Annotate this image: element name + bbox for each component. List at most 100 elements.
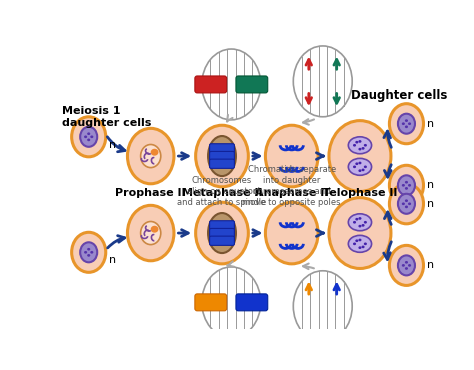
Ellipse shape xyxy=(265,202,318,264)
Ellipse shape xyxy=(405,181,408,184)
Ellipse shape xyxy=(87,132,90,135)
Ellipse shape xyxy=(348,235,372,252)
Ellipse shape xyxy=(329,121,391,191)
Ellipse shape xyxy=(408,264,411,267)
Ellipse shape xyxy=(141,145,161,168)
Ellipse shape xyxy=(348,214,372,231)
Ellipse shape xyxy=(87,138,90,141)
FancyBboxPatch shape xyxy=(210,151,235,161)
Ellipse shape xyxy=(80,127,97,147)
Text: n: n xyxy=(109,255,116,265)
Ellipse shape xyxy=(405,125,408,128)
Ellipse shape xyxy=(356,141,358,144)
Ellipse shape xyxy=(364,242,367,245)
Ellipse shape xyxy=(356,162,358,165)
Ellipse shape xyxy=(87,254,90,257)
Ellipse shape xyxy=(390,245,423,285)
Text: Meiosis 1
daughter cells: Meiosis 1 daughter cells xyxy=(62,106,151,128)
Ellipse shape xyxy=(208,136,236,176)
Ellipse shape xyxy=(405,187,408,190)
Text: Chromosomes
align on equator
and attach to spindle: Chromosomes align on equator and attach … xyxy=(177,176,267,207)
FancyBboxPatch shape xyxy=(210,236,235,245)
Ellipse shape xyxy=(329,198,391,269)
FancyBboxPatch shape xyxy=(195,76,227,93)
Ellipse shape xyxy=(353,242,356,245)
Ellipse shape xyxy=(398,255,415,275)
Ellipse shape xyxy=(408,122,411,125)
Ellipse shape xyxy=(356,218,358,221)
Ellipse shape xyxy=(405,261,408,264)
Text: Anaphase II: Anaphase II xyxy=(255,188,328,198)
Ellipse shape xyxy=(87,248,90,250)
Ellipse shape xyxy=(358,169,362,172)
Ellipse shape xyxy=(402,122,405,125)
FancyBboxPatch shape xyxy=(236,76,268,93)
Ellipse shape xyxy=(151,226,158,233)
Ellipse shape xyxy=(202,267,261,338)
Ellipse shape xyxy=(405,119,408,122)
Ellipse shape xyxy=(358,148,362,151)
Ellipse shape xyxy=(80,242,97,262)
Ellipse shape xyxy=(405,199,408,202)
Ellipse shape xyxy=(362,147,365,150)
Text: n: n xyxy=(427,180,434,190)
Ellipse shape xyxy=(364,165,367,168)
Ellipse shape xyxy=(196,202,248,264)
Ellipse shape xyxy=(353,144,356,147)
Ellipse shape xyxy=(398,194,415,214)
Text: Daughter cells: Daughter cells xyxy=(350,89,447,102)
Ellipse shape xyxy=(362,246,365,248)
Ellipse shape xyxy=(358,239,362,241)
Ellipse shape xyxy=(84,251,87,254)
Ellipse shape xyxy=(358,246,362,249)
Ellipse shape xyxy=(84,135,87,138)
Text: Metaphase II: Metaphase II xyxy=(182,188,262,198)
FancyBboxPatch shape xyxy=(195,294,227,311)
Text: Chromatids separate
into daughter
chromosomes and
move to opposite poles: Chromatids separate into daughter chromo… xyxy=(243,165,341,207)
Ellipse shape xyxy=(128,128,174,184)
Text: n: n xyxy=(427,260,434,270)
Ellipse shape xyxy=(402,184,405,186)
Ellipse shape xyxy=(405,205,408,208)
Ellipse shape xyxy=(141,222,161,245)
Text: Telophase II: Telophase II xyxy=(323,188,397,198)
Ellipse shape xyxy=(358,162,362,164)
Ellipse shape xyxy=(293,271,352,342)
Ellipse shape xyxy=(358,225,362,228)
FancyBboxPatch shape xyxy=(210,144,235,153)
Ellipse shape xyxy=(72,232,106,272)
Ellipse shape xyxy=(405,267,408,270)
Text: n: n xyxy=(109,139,116,149)
Ellipse shape xyxy=(353,221,356,223)
Ellipse shape xyxy=(402,202,405,205)
Text: n: n xyxy=(427,199,434,209)
Ellipse shape xyxy=(390,104,423,144)
Ellipse shape xyxy=(90,251,93,254)
Ellipse shape xyxy=(358,140,362,143)
FancyBboxPatch shape xyxy=(210,228,235,238)
Ellipse shape xyxy=(398,114,415,134)
Ellipse shape xyxy=(128,205,174,261)
Ellipse shape xyxy=(72,117,106,157)
Ellipse shape xyxy=(151,149,158,156)
Ellipse shape xyxy=(348,137,372,154)
Ellipse shape xyxy=(293,46,352,117)
Ellipse shape xyxy=(202,49,261,120)
Ellipse shape xyxy=(208,213,236,253)
Ellipse shape xyxy=(358,217,362,220)
FancyBboxPatch shape xyxy=(210,221,235,230)
Ellipse shape xyxy=(390,165,423,205)
Ellipse shape xyxy=(196,125,248,187)
Ellipse shape xyxy=(90,135,93,138)
Text: n: n xyxy=(427,119,434,129)
Ellipse shape xyxy=(364,144,367,147)
Ellipse shape xyxy=(362,169,365,171)
Ellipse shape xyxy=(265,125,318,187)
Ellipse shape xyxy=(408,202,411,205)
Ellipse shape xyxy=(356,239,358,242)
Ellipse shape xyxy=(390,184,423,224)
Ellipse shape xyxy=(353,165,356,168)
Ellipse shape xyxy=(362,224,365,227)
FancyBboxPatch shape xyxy=(210,159,235,168)
Ellipse shape xyxy=(402,264,405,267)
